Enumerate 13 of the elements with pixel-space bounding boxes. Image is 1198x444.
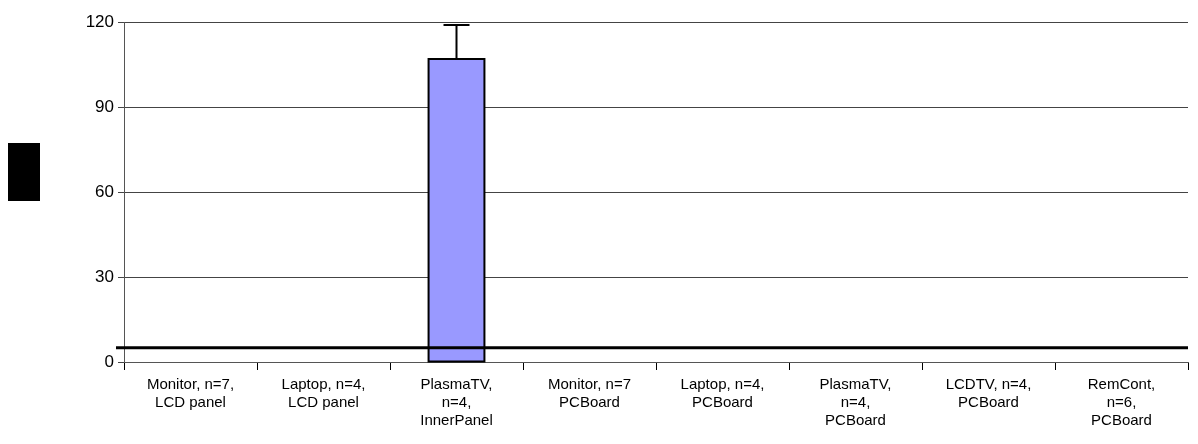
y-tick-label: 90 [95,96,114,116]
x-tick-label: LCDTV, n=4, PCBoard [945,375,1032,411]
y-tick-label: 120 [85,11,114,31]
x-tick-label: Laptop, n=4, PCBoard [680,375,765,411]
y-tick-label: 30 [95,266,114,286]
x-tick-label: RemCont, n=6, PCBoard [1087,375,1156,429]
x-tick-label: Laptop, n=4, LCD panel [281,375,366,411]
y-tick-label: 0 [104,351,114,371]
x-tick-label: Monitor, n=7 PCBoard [548,375,631,411]
x-tick-label: PlasmaTV, n=4, InnerPanel [420,375,493,429]
x-tick-label: Monitor, n=7, LCD panel [146,375,235,411]
x-tick-label: PlasmaTV, n=4, PCBoard [819,375,892,429]
y-tick-label: 60 [95,181,114,201]
